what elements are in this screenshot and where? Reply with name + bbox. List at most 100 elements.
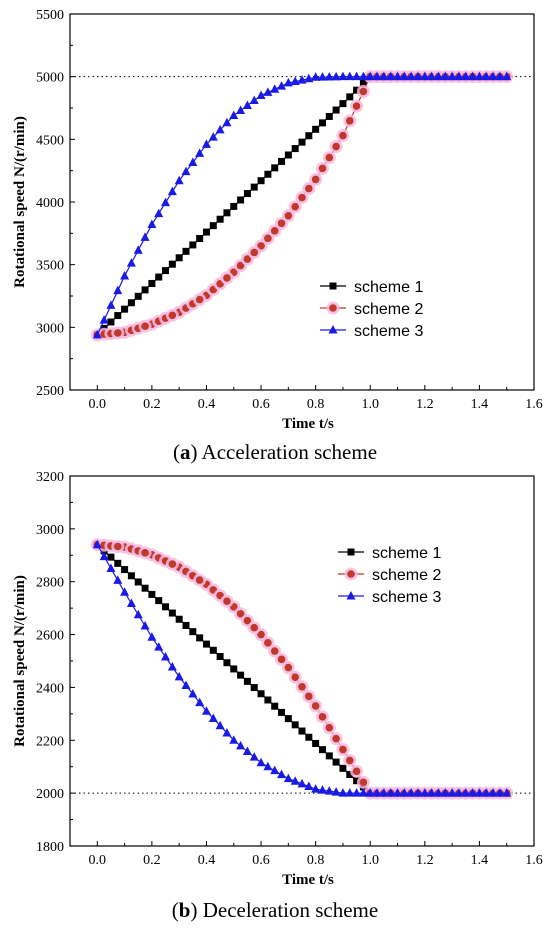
series-marker bbox=[264, 639, 272, 647]
series-marker bbox=[468, 788, 478, 797]
data-point-marker bbox=[393, 71, 403, 81]
series-scheme-2 bbox=[90, 538, 514, 800]
y-tick-label: 2600 bbox=[36, 629, 64, 644]
data-point-marker bbox=[284, 715, 292, 723]
y-tick-label: 3500 bbox=[36, 259, 64, 274]
series-marker bbox=[427, 71, 437, 81]
series-marker bbox=[346, 93, 354, 101]
caption-b-text: Deceleration scheme bbox=[202, 898, 379, 922]
series-marker bbox=[181, 166, 191, 176]
data-point-marker bbox=[284, 663, 293, 672]
series-marker bbox=[209, 222, 217, 230]
legend-marker bbox=[329, 304, 337, 312]
series-scheme-1 bbox=[93, 541, 511, 797]
series-marker bbox=[167, 661, 177, 671]
series-marker bbox=[114, 559, 122, 567]
data-point-marker bbox=[257, 242, 265, 250]
series-marker bbox=[223, 597, 231, 606]
legend-label: scheme 2 bbox=[354, 301, 423, 318]
series-marker bbox=[317, 72, 327, 81]
series-marker bbox=[182, 247, 190, 255]
series-marker bbox=[263, 87, 273, 96]
series-marker bbox=[352, 71, 362, 81]
y-tick-label: 1800 bbox=[36, 840, 64, 855]
data-point-marker bbox=[148, 279, 156, 287]
series-marker bbox=[345, 788, 355, 797]
legend-label: scheme 1 bbox=[372, 545, 441, 562]
series-marker bbox=[291, 721, 299, 729]
series-marker bbox=[440, 71, 450, 81]
series-marker bbox=[155, 273, 163, 281]
series-marker bbox=[208, 132, 218, 141]
series-marker bbox=[141, 549, 149, 557]
series-marker bbox=[236, 261, 245, 270]
series-marker bbox=[189, 241, 197, 249]
data-point-marker bbox=[365, 71, 375, 81]
y-tick-label: 5000 bbox=[36, 71, 64, 86]
series-marker bbox=[495, 71, 505, 81]
series-marker bbox=[196, 235, 204, 243]
series-line bbox=[97, 544, 507, 794]
data-point-marker bbox=[339, 100, 347, 108]
series-marker bbox=[298, 727, 306, 735]
series-marker bbox=[154, 642, 164, 651]
data-point-marker bbox=[175, 615, 183, 623]
data-point-marker bbox=[92, 539, 102, 549]
x-tick-label: 0.4 bbox=[198, 397, 216, 412]
legend-label: scheme 1 bbox=[354, 279, 423, 296]
series-marker bbox=[264, 696, 272, 704]
data-point-marker bbox=[502, 788, 512, 797]
series-marker bbox=[154, 208, 164, 218]
series-marker bbox=[379, 71, 389, 81]
series-marker bbox=[359, 87, 368, 96]
series-marker bbox=[208, 713, 218, 722]
series-marker bbox=[324, 71, 334, 81]
series-marker bbox=[133, 609, 143, 619]
y-tick-label: 5500 bbox=[36, 8, 64, 23]
series-marker bbox=[277, 769, 287, 779]
data-point-marker bbox=[311, 784, 321, 793]
data-point-marker bbox=[257, 177, 265, 185]
series-marker bbox=[237, 196, 245, 204]
series-marker bbox=[271, 702, 279, 710]
series-marker bbox=[134, 578, 142, 586]
series-marker bbox=[331, 787, 341, 796]
data-point-marker bbox=[312, 739, 320, 747]
series-scheme-2 bbox=[90, 70, 514, 342]
series-marker bbox=[242, 746, 252, 756]
legend-marker bbox=[347, 548, 355, 556]
series-marker bbox=[243, 190, 251, 198]
caption-a: (a) Acceleration scheme bbox=[172, 440, 378, 464]
series-marker bbox=[413, 788, 423, 797]
data-point-marker bbox=[393, 788, 403, 797]
series-marker bbox=[188, 689, 198, 698]
data-point-marker bbox=[283, 773, 293, 783]
y-tick-label: 4000 bbox=[36, 196, 64, 211]
series-marker bbox=[481, 788, 491, 797]
series-marker bbox=[181, 680, 191, 689]
series-marker bbox=[359, 79, 367, 87]
series-marker bbox=[433, 788, 443, 797]
data-point-marker bbox=[257, 630, 265, 639]
data-point-marker bbox=[338, 788, 348, 797]
series-marker bbox=[127, 572, 135, 580]
series-marker bbox=[352, 102, 361, 110]
series-marker bbox=[325, 112, 333, 120]
series-marker bbox=[167, 186, 177, 196]
series-marker bbox=[223, 659, 231, 667]
legend-label: scheme 2 bbox=[372, 567, 441, 584]
data-point-marker bbox=[202, 228, 210, 236]
series-marker bbox=[126, 598, 136, 608]
series-marker bbox=[318, 746, 326, 754]
x-tick-label: 0.0 bbox=[89, 853, 107, 868]
series-marker bbox=[249, 95, 259, 104]
data-point-marker bbox=[447, 788, 457, 797]
series-marker bbox=[196, 634, 204, 642]
x-axis-label: Time t/s bbox=[282, 872, 334, 888]
x-tick-label: 1.4 bbox=[471, 397, 489, 412]
y-axis-label: Rotational speed N/(r/min) bbox=[12, 116, 28, 288]
x-tick-label: 1.0 bbox=[361, 397, 379, 412]
series-marker bbox=[162, 267, 170, 275]
data-point-marker bbox=[201, 706, 211, 715]
y-tick-label: 3200 bbox=[36, 470, 64, 485]
